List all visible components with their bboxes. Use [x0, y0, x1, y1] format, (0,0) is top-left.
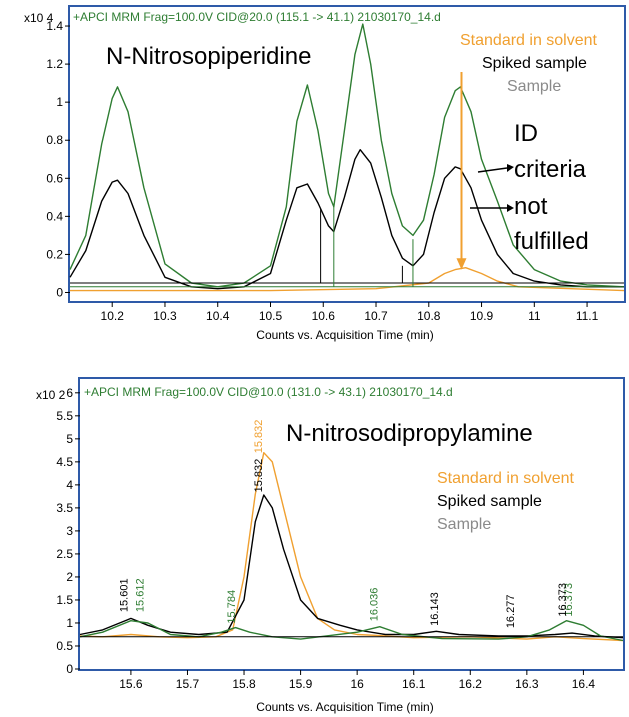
- x-tick-label: 10.5: [259, 309, 283, 323]
- x-axis-title-top: Counts vs. Acquisition Time (min): [256, 328, 433, 342]
- peak-label: 16.036: [369, 588, 381, 622]
- x-tick-label: 10.7: [364, 309, 388, 323]
- peak-label: 15.612: [135, 578, 147, 612]
- peak-label: 15.832: [253, 420, 265, 454]
- legend-spiked-top: Spiked sample: [482, 55, 587, 72]
- x-tick-label: 16: [350, 677, 364, 691]
- y-axis-bottom: 0 0.5 1 1.5 2 2.5 3 3.5 4 4.5 5 5.5 6: [56, 386, 80, 676]
- x-tick-label: 10.8: [417, 309, 441, 323]
- standard-arrow-head: [456, 258, 467, 270]
- y-tick-label: 0.6: [46, 171, 63, 185]
- y-tick-label: 5: [66, 432, 73, 446]
- x-tick-label: 10.9: [470, 309, 494, 323]
- peak-label: 16.277: [505, 595, 517, 629]
- chart-n-nitrosodipropylamine: x10 2 +APCI MRM Frag=100.0V CID@10.0 (13…: [36, 377, 625, 714]
- series-group-bottom: [79, 452, 624, 642]
- y-tick-label: 1: [56, 95, 63, 109]
- x-tick-label: 15.6: [119, 677, 143, 691]
- y-tick-label: 4: [66, 478, 73, 492]
- peak-label: 15.832: [253, 459, 265, 493]
- y-tick-label: 3.5: [56, 501, 73, 515]
- y-tick-label: 6: [66, 386, 73, 400]
- compound-title-top: N-Nitrosopiperidine: [106, 43, 311, 70]
- annotation-criteria: criteria: [514, 156, 587, 183]
- x-tick-label: 16.1: [402, 677, 426, 691]
- compound-title-bottom: N-nitrosodipropylamine: [286, 420, 533, 447]
- legend-sample-top: Sample: [507, 78, 561, 95]
- y-tick-label: 0: [56, 285, 63, 299]
- annotation-arrow-2-head: [507, 204, 514, 212]
- x-tick-label: 15.9: [289, 677, 313, 691]
- x-axis-title-bottom: Counts vs. Acquisition Time (min): [256, 700, 433, 714]
- y-axis-top: 0 0.2 0.4 0.6 0.8 1 1.2 1.4: [46, 19, 70, 299]
- y-tick-label: 0: [66, 662, 73, 676]
- annotation-arrow-1: [477, 167, 508, 173]
- annotation-arrow-1-head: [507, 164, 514, 172]
- x-tick-label: 11.1: [576, 309, 599, 323]
- x-tick-label: 15.7: [176, 677, 200, 691]
- annotation-not: not: [514, 193, 548, 220]
- peak-label: 16.373: [563, 583, 575, 617]
- x-tick-label: 10.2: [101, 309, 125, 323]
- y-tick-label: 0.8: [46, 133, 63, 147]
- plot-frame-bottom: [78, 377, 625, 671]
- x-tick-label: 16.3: [515, 677, 539, 691]
- y-tick-label: 0.5: [56, 639, 73, 653]
- x-tick-label: 16.4: [572, 677, 596, 691]
- x-tick-label: 10.6: [312, 309, 336, 323]
- y-tick-label: 5.5: [56, 409, 73, 423]
- series-line-spiked-sample: [79, 494, 624, 639]
- peak-label: 15.784: [226, 590, 238, 624]
- series-line-spiked-sample: [69, 23, 625, 288]
- peak-label: 15.601: [118, 578, 130, 612]
- plot-frame-top: [68, 5, 626, 303]
- legend-sample-bottom: Sample: [437, 516, 491, 533]
- peak-labels-bottom: 15.832 15.832 15.601 15.612 15.784 16.036 16.1…: [118, 420, 575, 629]
- chart-n-nitrosopiperidine: x10 4 +APCI MRM Frag=100.0V CID@20.0 (11…: [24, 5, 626, 342]
- legend-spiked-bottom: Spiked sample: [437, 493, 542, 510]
- x-tick-label: 11: [528, 309, 541, 323]
- y-tick-label: 0.2: [46, 247, 63, 261]
- y-tick-label: 1.2: [46, 57, 63, 71]
- x-tick-label: 15.8: [232, 677, 256, 691]
- series-line-standard-in-solvent: [79, 452, 624, 642]
- y-tick-label: 2.5: [56, 547, 73, 561]
- y-tick-label: 2: [66, 570, 73, 584]
- x-tick-label: 16.2: [459, 677, 483, 691]
- integration-lines-top: [70, 72, 624, 288]
- series-line-sample: [79, 620, 624, 642]
- y-tick-label: 1.5: [56, 593, 73, 607]
- x-tick-label: 10.4: [206, 309, 230, 323]
- y-tick-label: 1.4: [46, 19, 63, 33]
- legend-standard-bottom: Standard in solvent: [437, 470, 575, 487]
- annotation-fulfilled: fulfilled: [514, 228, 589, 255]
- y-tick-label: 3: [66, 524, 73, 538]
- series-line-sample: [69, 149, 624, 290]
- y-tick-label: 0.4: [46, 209, 63, 223]
- y-tick-label: 1: [66, 616, 73, 630]
- legend-standard-top: Standard in solvent: [460, 32, 598, 49]
- y-tick-label: 4.5: [56, 455, 73, 469]
- x-axis-top: 10.2 10.3 10.4 10.5 10.6 10.7 10.8 10.9 11 11.1: [101, 302, 599, 323]
- y-multiplier-top: x10 4: [24, 11, 54, 25]
- header-top: +APCI MRM Frag=100.0V CID@20.0 (115.1 ->…: [73, 10, 441, 24]
- y-multiplier-bottom: x10 2: [36, 388, 66, 402]
- peak-label: 16.143: [429, 592, 441, 626]
- x-axis-bottom: 15.6 15.7 15.8 15.9 16 16.1 16.2 16.3 16.4: [119, 670, 595, 691]
- peak-label: 16.373: [557, 583, 569, 617]
- annotation-id: ID: [514, 120, 538, 147]
- header-bottom: +APCI MRM Frag=100.0V CID@10.0 (131.0 ->…: [84, 385, 453, 399]
- x-tick-label: 10.3: [153, 309, 177, 323]
